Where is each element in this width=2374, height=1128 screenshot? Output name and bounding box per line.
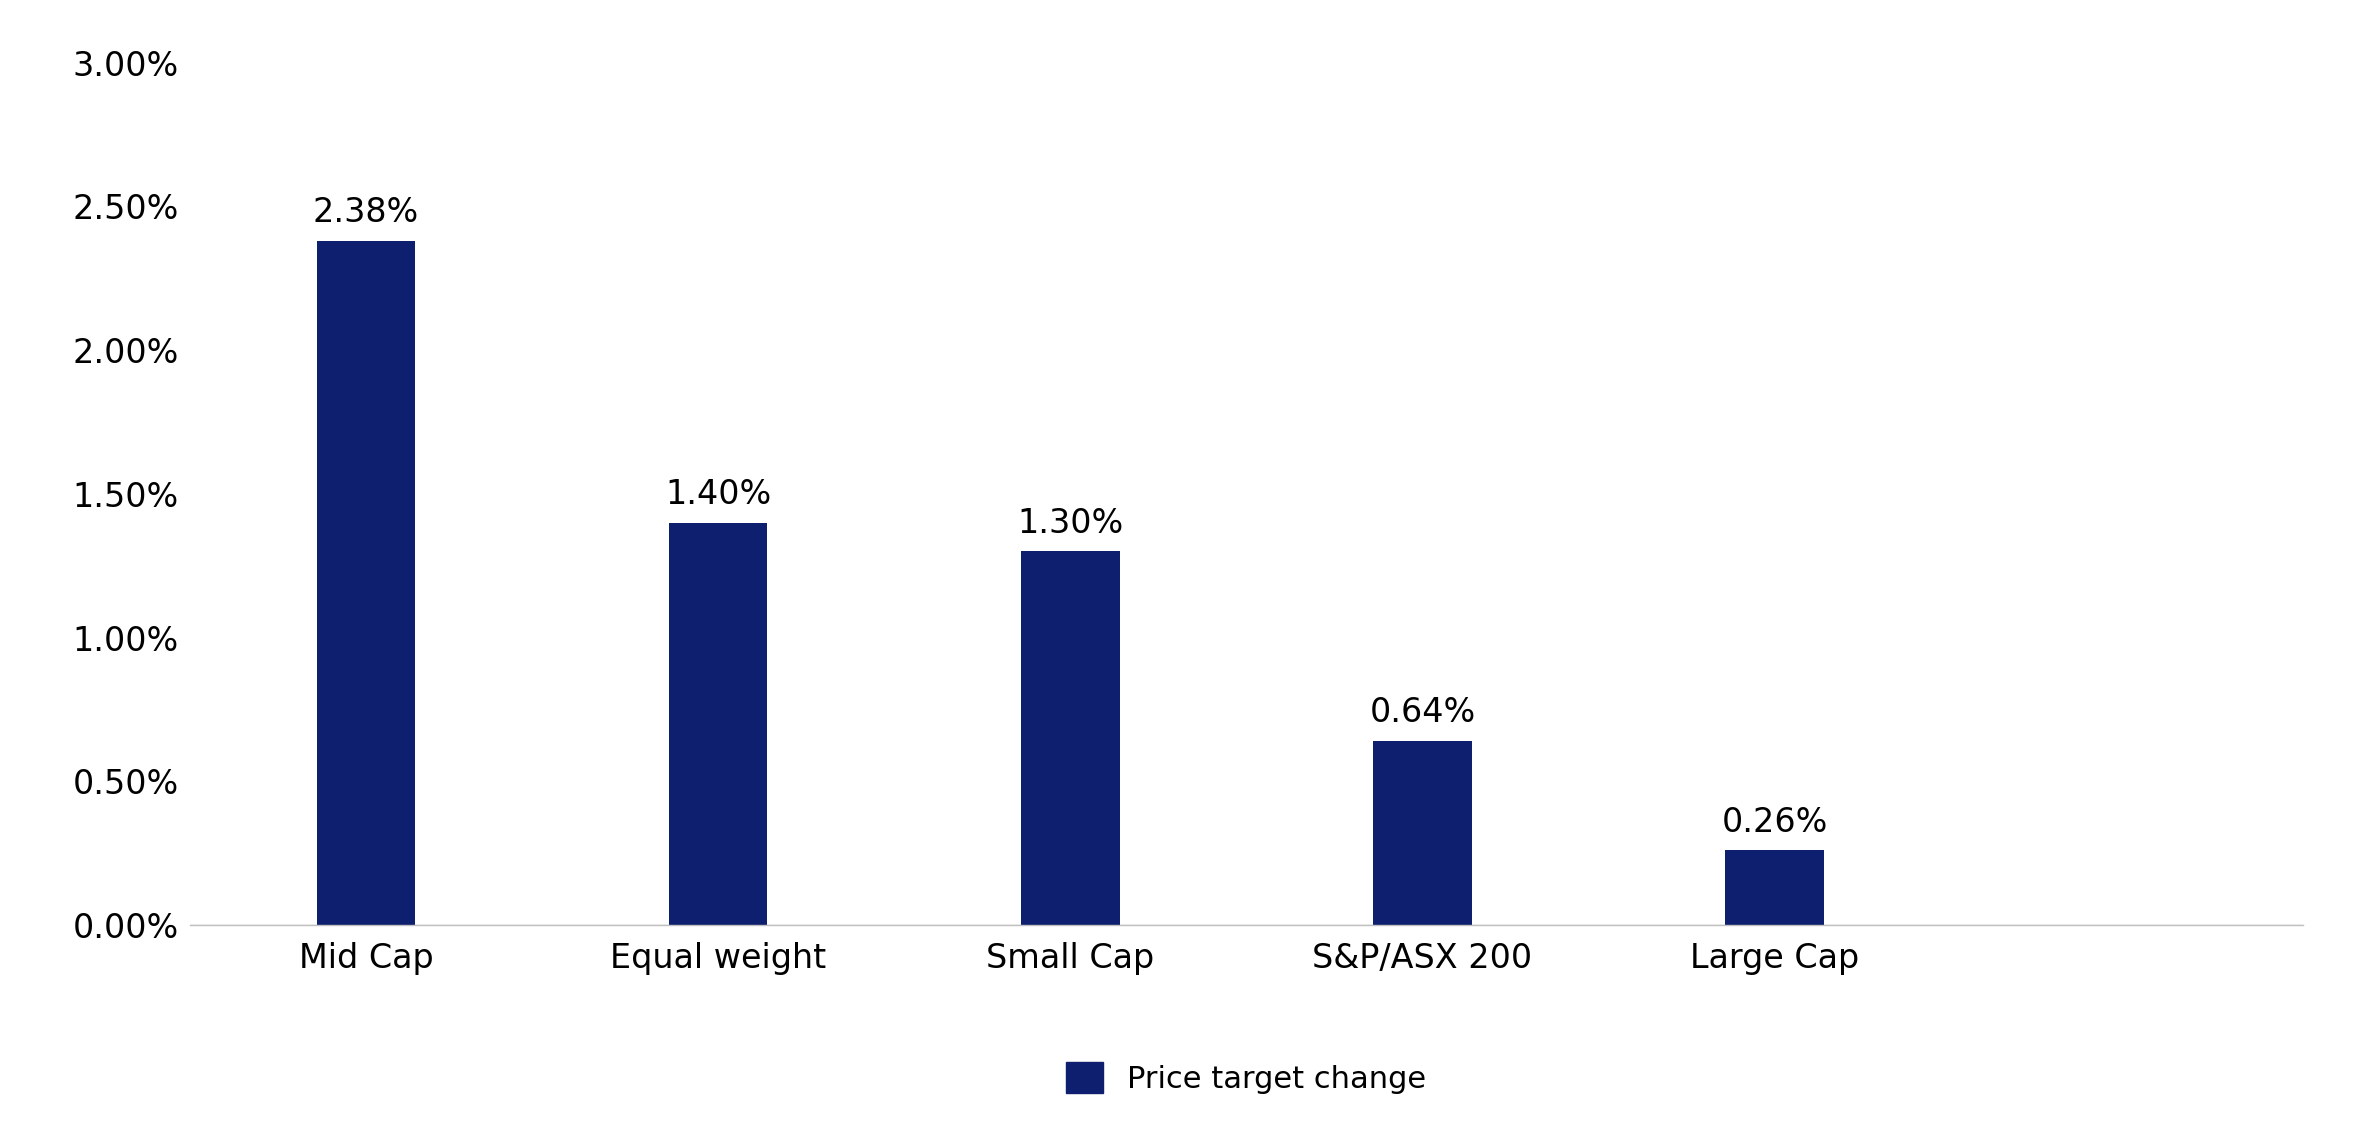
Bar bbox=[1021, 552, 1121, 925]
Bar bbox=[669, 522, 767, 925]
Bar bbox=[1372, 741, 1472, 925]
Bar bbox=[316, 240, 415, 925]
Text: 1.30%: 1.30% bbox=[1016, 506, 1123, 540]
Bar bbox=[1726, 851, 1823, 925]
Text: 0.26%: 0.26% bbox=[1721, 805, 1828, 839]
Text: 2.38%: 2.38% bbox=[313, 196, 420, 229]
Text: 0.64%: 0.64% bbox=[1370, 696, 1477, 730]
Legend: Price target change: Price target change bbox=[1054, 1049, 1439, 1105]
Text: 1.40%: 1.40% bbox=[665, 478, 772, 511]
